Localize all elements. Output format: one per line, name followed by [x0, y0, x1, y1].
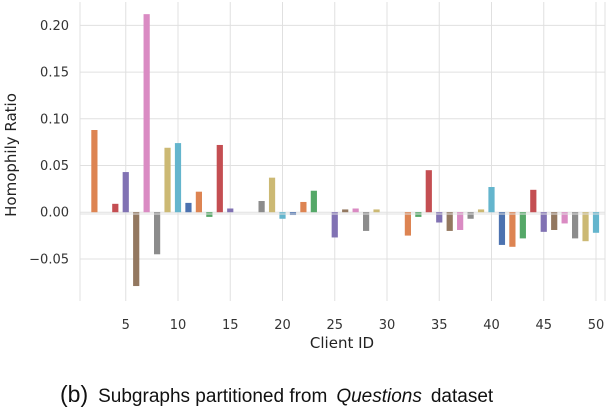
- bar-client-39: [477, 209, 485, 213]
- y-tick-label: 0.15: [40, 66, 69, 81]
- x-tick-label: 50: [588, 318, 605, 333]
- x-tick-label: 15: [222, 318, 239, 333]
- x-axis-label: Client ID: [310, 334, 374, 352]
- bar-client-22: [300, 201, 307, 213]
- bar-client-5: [122, 172, 129, 213]
- caption-label: (b): [60, 381, 88, 407]
- bar-client-20: [279, 212, 286, 219]
- bar-client-43: [519, 212, 526, 239]
- bar-client-27: [352, 208, 359, 213]
- bar-client-6: [133, 212, 140, 287]
- caption-text-italic: Questions: [336, 386, 422, 407]
- bar-client-9: [164, 147, 171, 213]
- x-tick-labels: 5 10 15 20 25 30 35 40 45 50: [122, 318, 605, 333]
- bar-client-38: [467, 212, 474, 219]
- x-tick-label: 35: [431, 318, 448, 333]
- bar-client-50: [592, 212, 600, 233]
- bar-client-7: [143, 14, 150, 213]
- y-tick-labels: 0.20 0.15 0.10 0.05 0.00 −0.05: [29, 19, 69, 268]
- bar-client-47: [561, 212, 568, 224]
- bar-client-14: [216, 144, 223, 213]
- y-axis-label: Homophily Ratio: [2, 93, 20, 217]
- x-tick-label: 25: [326, 318, 343, 333]
- bar-client-44: [530, 189, 537, 213]
- x-tick-label: 10: [170, 318, 187, 333]
- bar-client-40: [488, 187, 495, 213]
- y-tick-label: 0.00: [40, 206, 69, 221]
- bar-client-37: [457, 212, 464, 230]
- x-tick-label: 5: [122, 318, 130, 333]
- bar-client-11: [185, 202, 192, 213]
- bar-client-2: [91, 130, 98, 213]
- y-tick-label: −0.05: [29, 252, 69, 267]
- y-tick-label: 0.05: [40, 159, 69, 174]
- grid-lines: [79, 2, 606, 301]
- bar-client-29: [373, 209, 380, 213]
- bars: [91, 14, 600, 287]
- bar-client-25: [331, 212, 338, 238]
- y-tick-label: 0.10: [40, 112, 69, 127]
- bar-client-32: [404, 212, 411, 236]
- bar-client-13: [206, 212, 213, 217]
- bar-client-34: [425, 170, 432, 213]
- bar-client-26: [342, 209, 349, 213]
- bar-client-12: [195, 191, 202, 213]
- bar-client-42: [509, 212, 516, 247]
- bar-client-48: [572, 212, 579, 239]
- x-tick-label: 45: [535, 318, 552, 333]
- bar-client-49: [582, 212, 589, 242]
- bar-client-28: [363, 212, 370, 231]
- bar-client-10: [174, 143, 182, 213]
- bar-client-18: [258, 201, 265, 213]
- bar-client-36: [446, 212, 453, 231]
- x-tick-label: 20: [274, 318, 291, 333]
- bar-client-33: [415, 212, 422, 217]
- caption-text-before: Subgraphs partitioned from: [98, 386, 327, 407]
- bar-client-41: [498, 212, 506, 245]
- caption-text-after: dataset: [431, 386, 494, 407]
- bar-client-4: [112, 203, 119, 213]
- figure-caption: (b) Subgraphs partitioned from Questions…: [60, 381, 494, 407]
- bar-client-46: [551, 212, 558, 230]
- x-tick-label: 40: [483, 318, 500, 333]
- x-tick-label: 30: [379, 318, 396, 333]
- y-tick-label: 0.20: [40, 19, 69, 34]
- bar-client-19: [268, 177, 276, 213]
- bar-client-8: [154, 212, 161, 255]
- bar-client-23: [310, 190, 317, 213]
- plot-area: [80, 2, 605, 301]
- bar-client-35: [436, 212, 443, 223]
- bar-client-15: [227, 208, 234, 213]
- bar-client-45: [540, 212, 547, 232]
